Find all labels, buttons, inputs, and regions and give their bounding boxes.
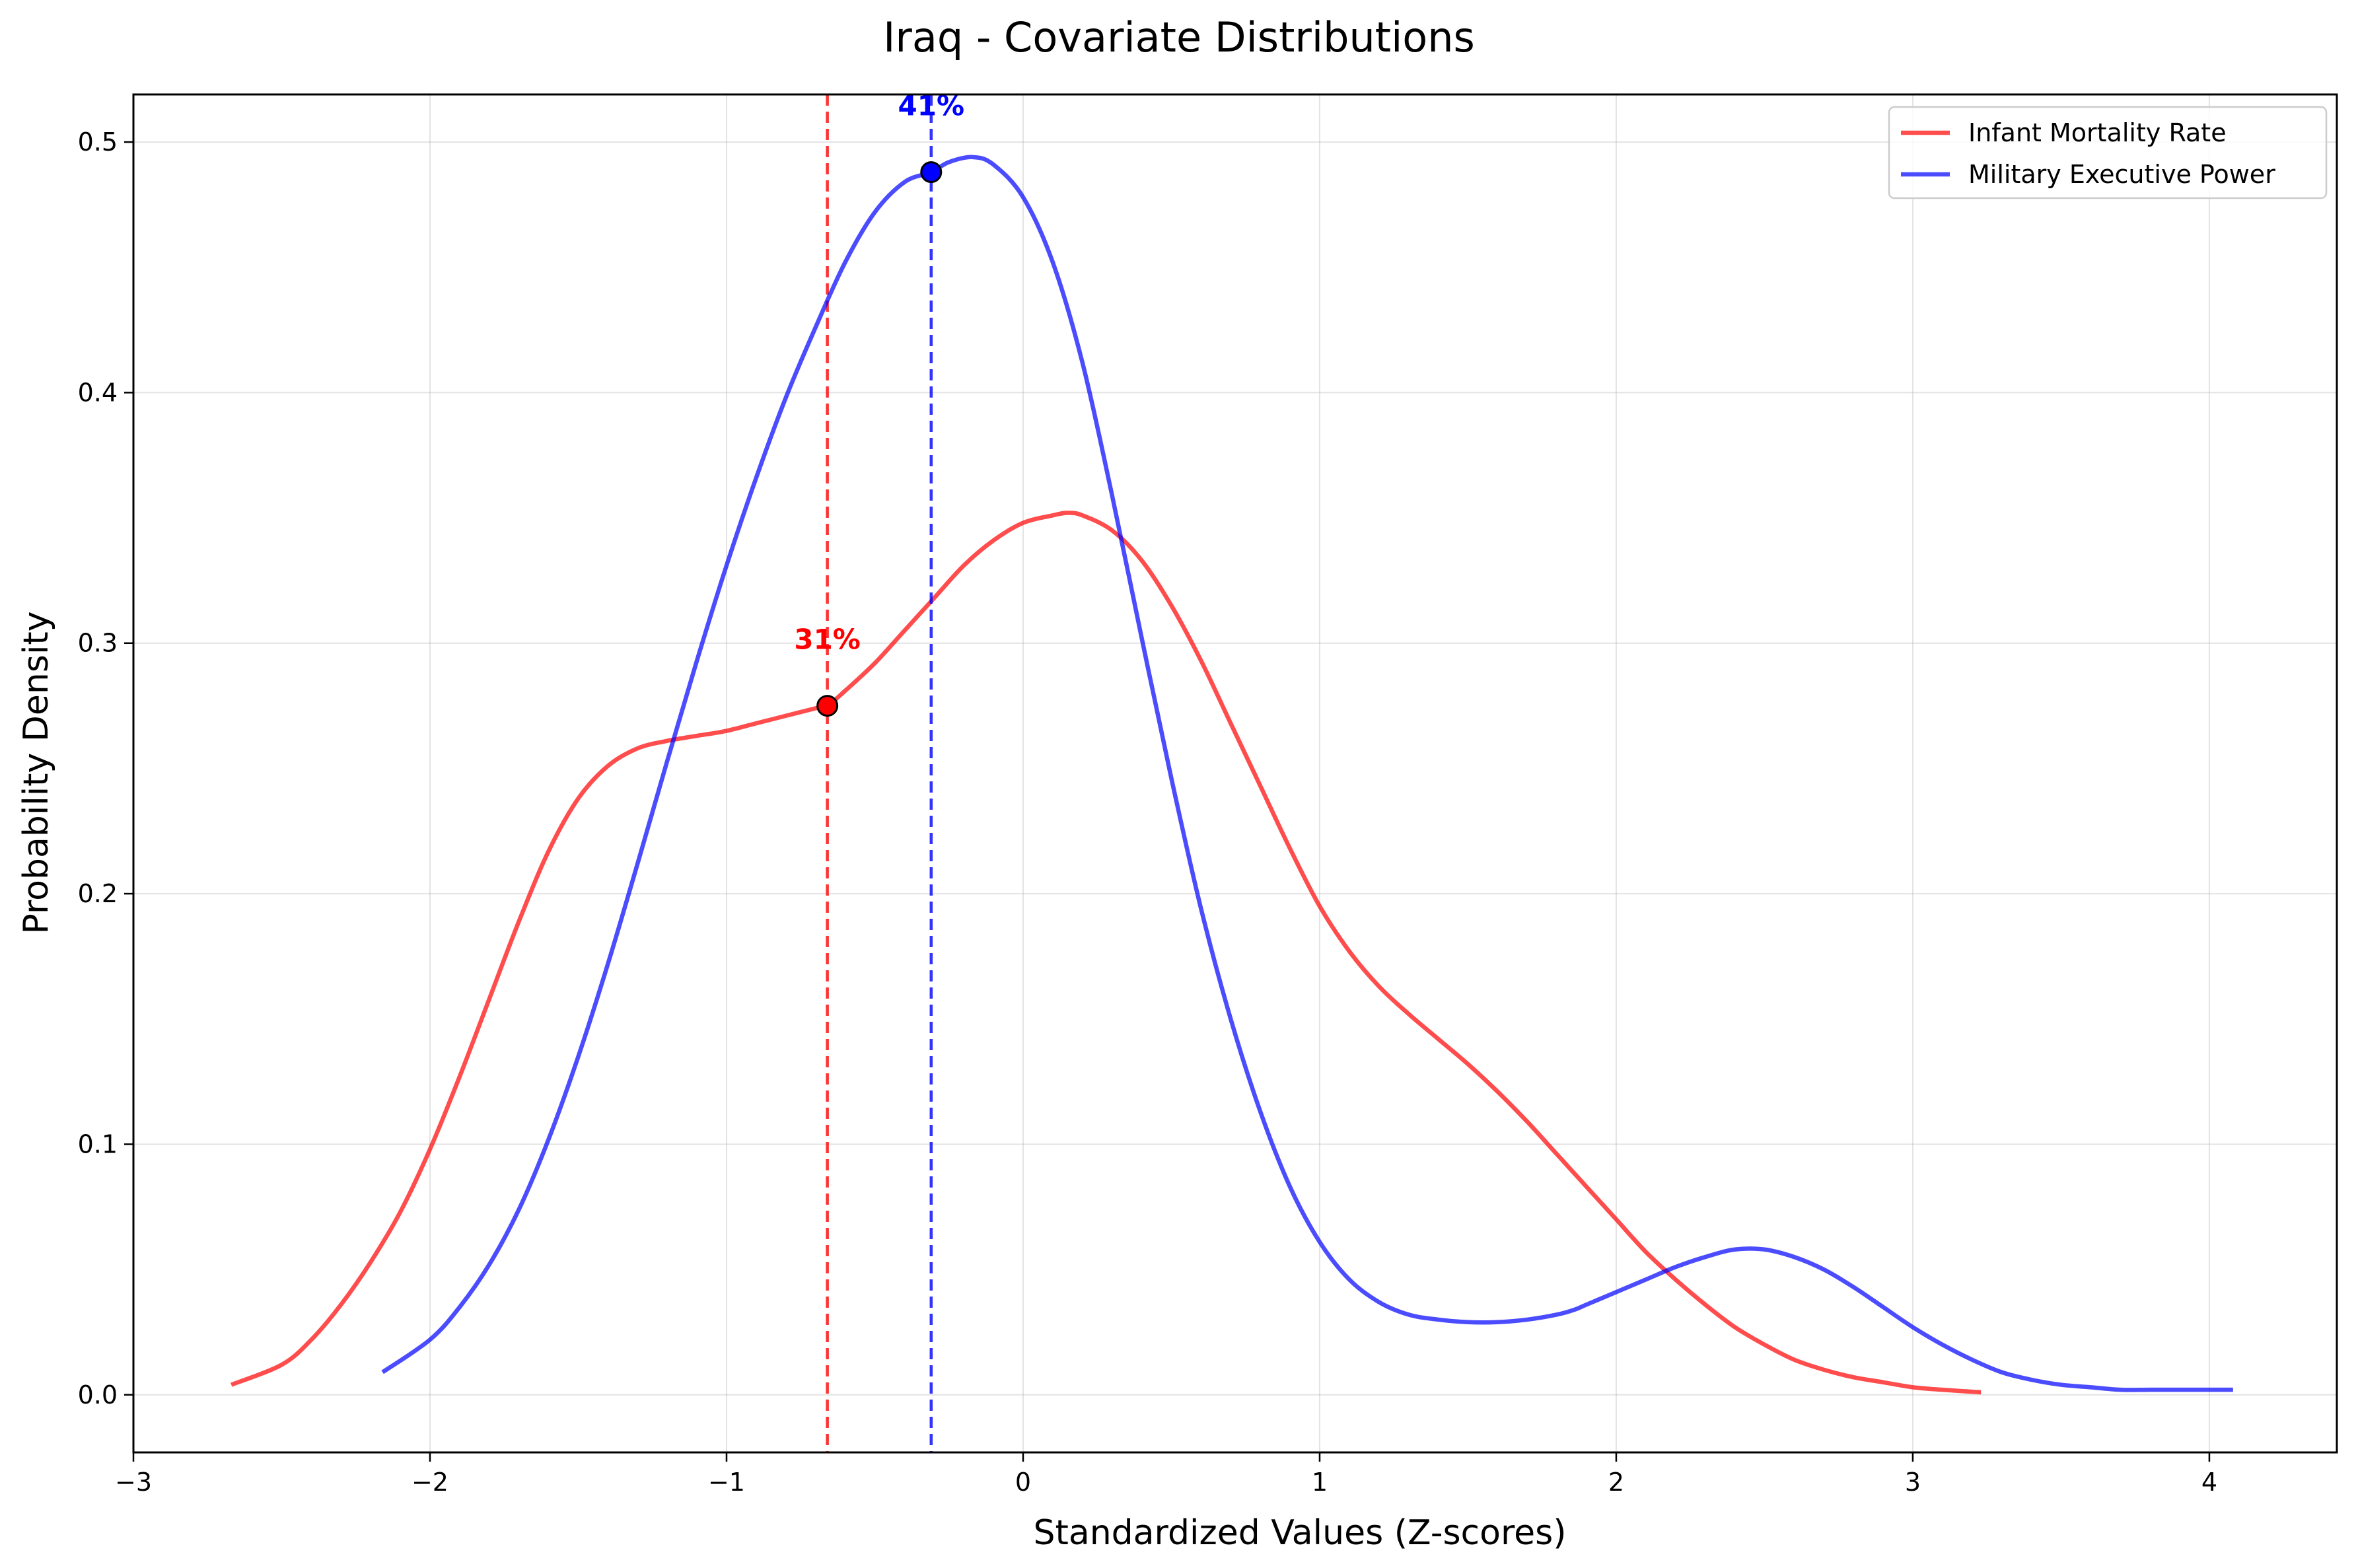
x-tick-label: 0 xyxy=(1015,1468,1031,1497)
x-tick-label: 2 xyxy=(1608,1468,1624,1497)
infant-mortality-rate-percent-label: 31% xyxy=(794,624,861,656)
x-axis-label: Standardized Values (Z-scores) xyxy=(1033,1513,1566,1553)
infant-mortality-rate-density-line xyxy=(230,511,1982,1395)
y-tick-label: 0.2 xyxy=(78,879,118,908)
x-tick-label: 4 xyxy=(2201,1468,2217,1497)
axes-frame xyxy=(132,93,2338,1454)
plot-area: 31%41% xyxy=(230,90,2233,1452)
military-executive-power-legend-label: Military Executive Power xyxy=(1968,160,2275,189)
military-executive-power-density-line xyxy=(381,155,2233,1392)
x-tick-label: −3 xyxy=(115,1468,152,1497)
x-tick-label: 3 xyxy=(1905,1468,1921,1497)
x-axis-ticks: −3 −2 −1 0 1 2 3 4 xyxy=(115,1452,2217,1497)
y-axis-label: Probability Density xyxy=(17,611,56,934)
x-tick-label: 1 xyxy=(1312,1468,1328,1497)
grid-lines xyxy=(133,94,2337,1452)
chart-title: Iraq - Covariate Distributions xyxy=(883,13,1475,61)
y-tick-label: 0.5 xyxy=(78,127,118,157)
y-tick-label: 0.1 xyxy=(78,1129,118,1158)
infant-mortality-rate-legend-label: Infant Mortality Rate xyxy=(1968,118,2227,147)
legend-box xyxy=(1888,106,2328,199)
legend: Infant Mortality Rate Military Executive … xyxy=(1888,106,2328,199)
infant-mortality-rate-marker xyxy=(816,695,839,717)
y-tick-label: 0.0 xyxy=(78,1380,118,1409)
x-tick-label: −2 xyxy=(411,1468,448,1497)
military-executive-power-marker xyxy=(920,161,943,184)
y-tick-label: 0.4 xyxy=(78,378,118,407)
y-axis-ticks: 0.0 0.1 0.2 0.3 0.4 0.5 xyxy=(78,127,133,1409)
x-tick-label: −1 xyxy=(708,1468,745,1497)
y-tick-label: 0.3 xyxy=(78,629,118,658)
